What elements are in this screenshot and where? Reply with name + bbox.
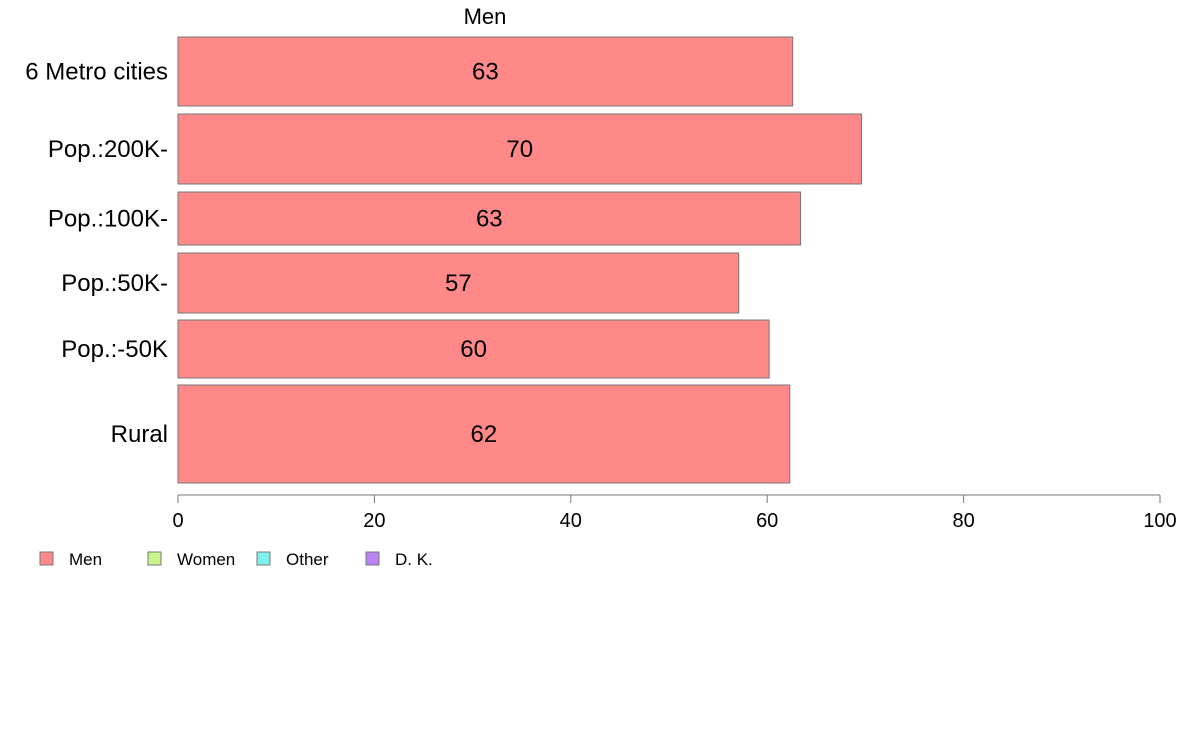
value-label-3: 57: [445, 270, 472, 297]
legend-label-3: D. K.: [395, 550, 433, 569]
chart-title: Men: [464, 4, 507, 29]
category-label-1: Pop.:200K-: [48, 136, 168, 163]
value-label-5: 62: [471, 421, 498, 448]
x-tick-label-5: 100: [1143, 510, 1176, 532]
x-tick-label-0: 0: [172, 510, 183, 532]
category-label-3: Pop.:50K-: [61, 270, 168, 297]
x-axis: 0 20 40 60 80 100: [172, 494, 1177, 532]
bar-3: [177, 252, 740, 314]
bar-4: [177, 319, 770, 379]
bar-0: [177, 36, 794, 107]
bar-2: [177, 191, 802, 246]
x-tick-label-3: 60: [756, 510, 778, 532]
value-label-4: 60: [460, 336, 487, 363]
category-labels: 6 Metro cities Pop.:200K- Pop.:100K- Pop.:5…: [25, 59, 168, 449]
bar-1: [177, 113, 862, 185]
category-label-5: Rural: [111, 421, 168, 448]
category-label-0: 6 Metro cities: [25, 59, 168, 86]
value-label-2: 63: [476, 206, 503, 233]
bars-group: [177, 36, 862, 484]
bar-5: [177, 384, 791, 484]
legend-swatch-0: [39, 551, 54, 566]
value-label-1: 70: [506, 136, 533, 163]
category-label-2: Pop.:100K-: [48, 206, 168, 233]
legend-label-2: Other: [286, 550, 329, 569]
value-labels: 63 70 63 57 60 62: [445, 59, 533, 449]
legend-swatch-2: [256, 551, 271, 566]
x-tick-label-1: 20: [363, 510, 385, 532]
legend-swatch-3: [365, 551, 380, 566]
legend: Men Women Other D. K.: [39, 550, 433, 569]
legend-label-1: Women: [177, 550, 235, 569]
value-label-0: 63: [472, 59, 499, 86]
x-tick-label-2: 40: [560, 510, 582, 532]
legend-swatch-1: [147, 551, 162, 566]
category-label-4: Pop.:-50K: [61, 336, 168, 363]
x-tick-label-4: 80: [952, 510, 974, 532]
legend-label-0: Men: [69, 550, 102, 569]
